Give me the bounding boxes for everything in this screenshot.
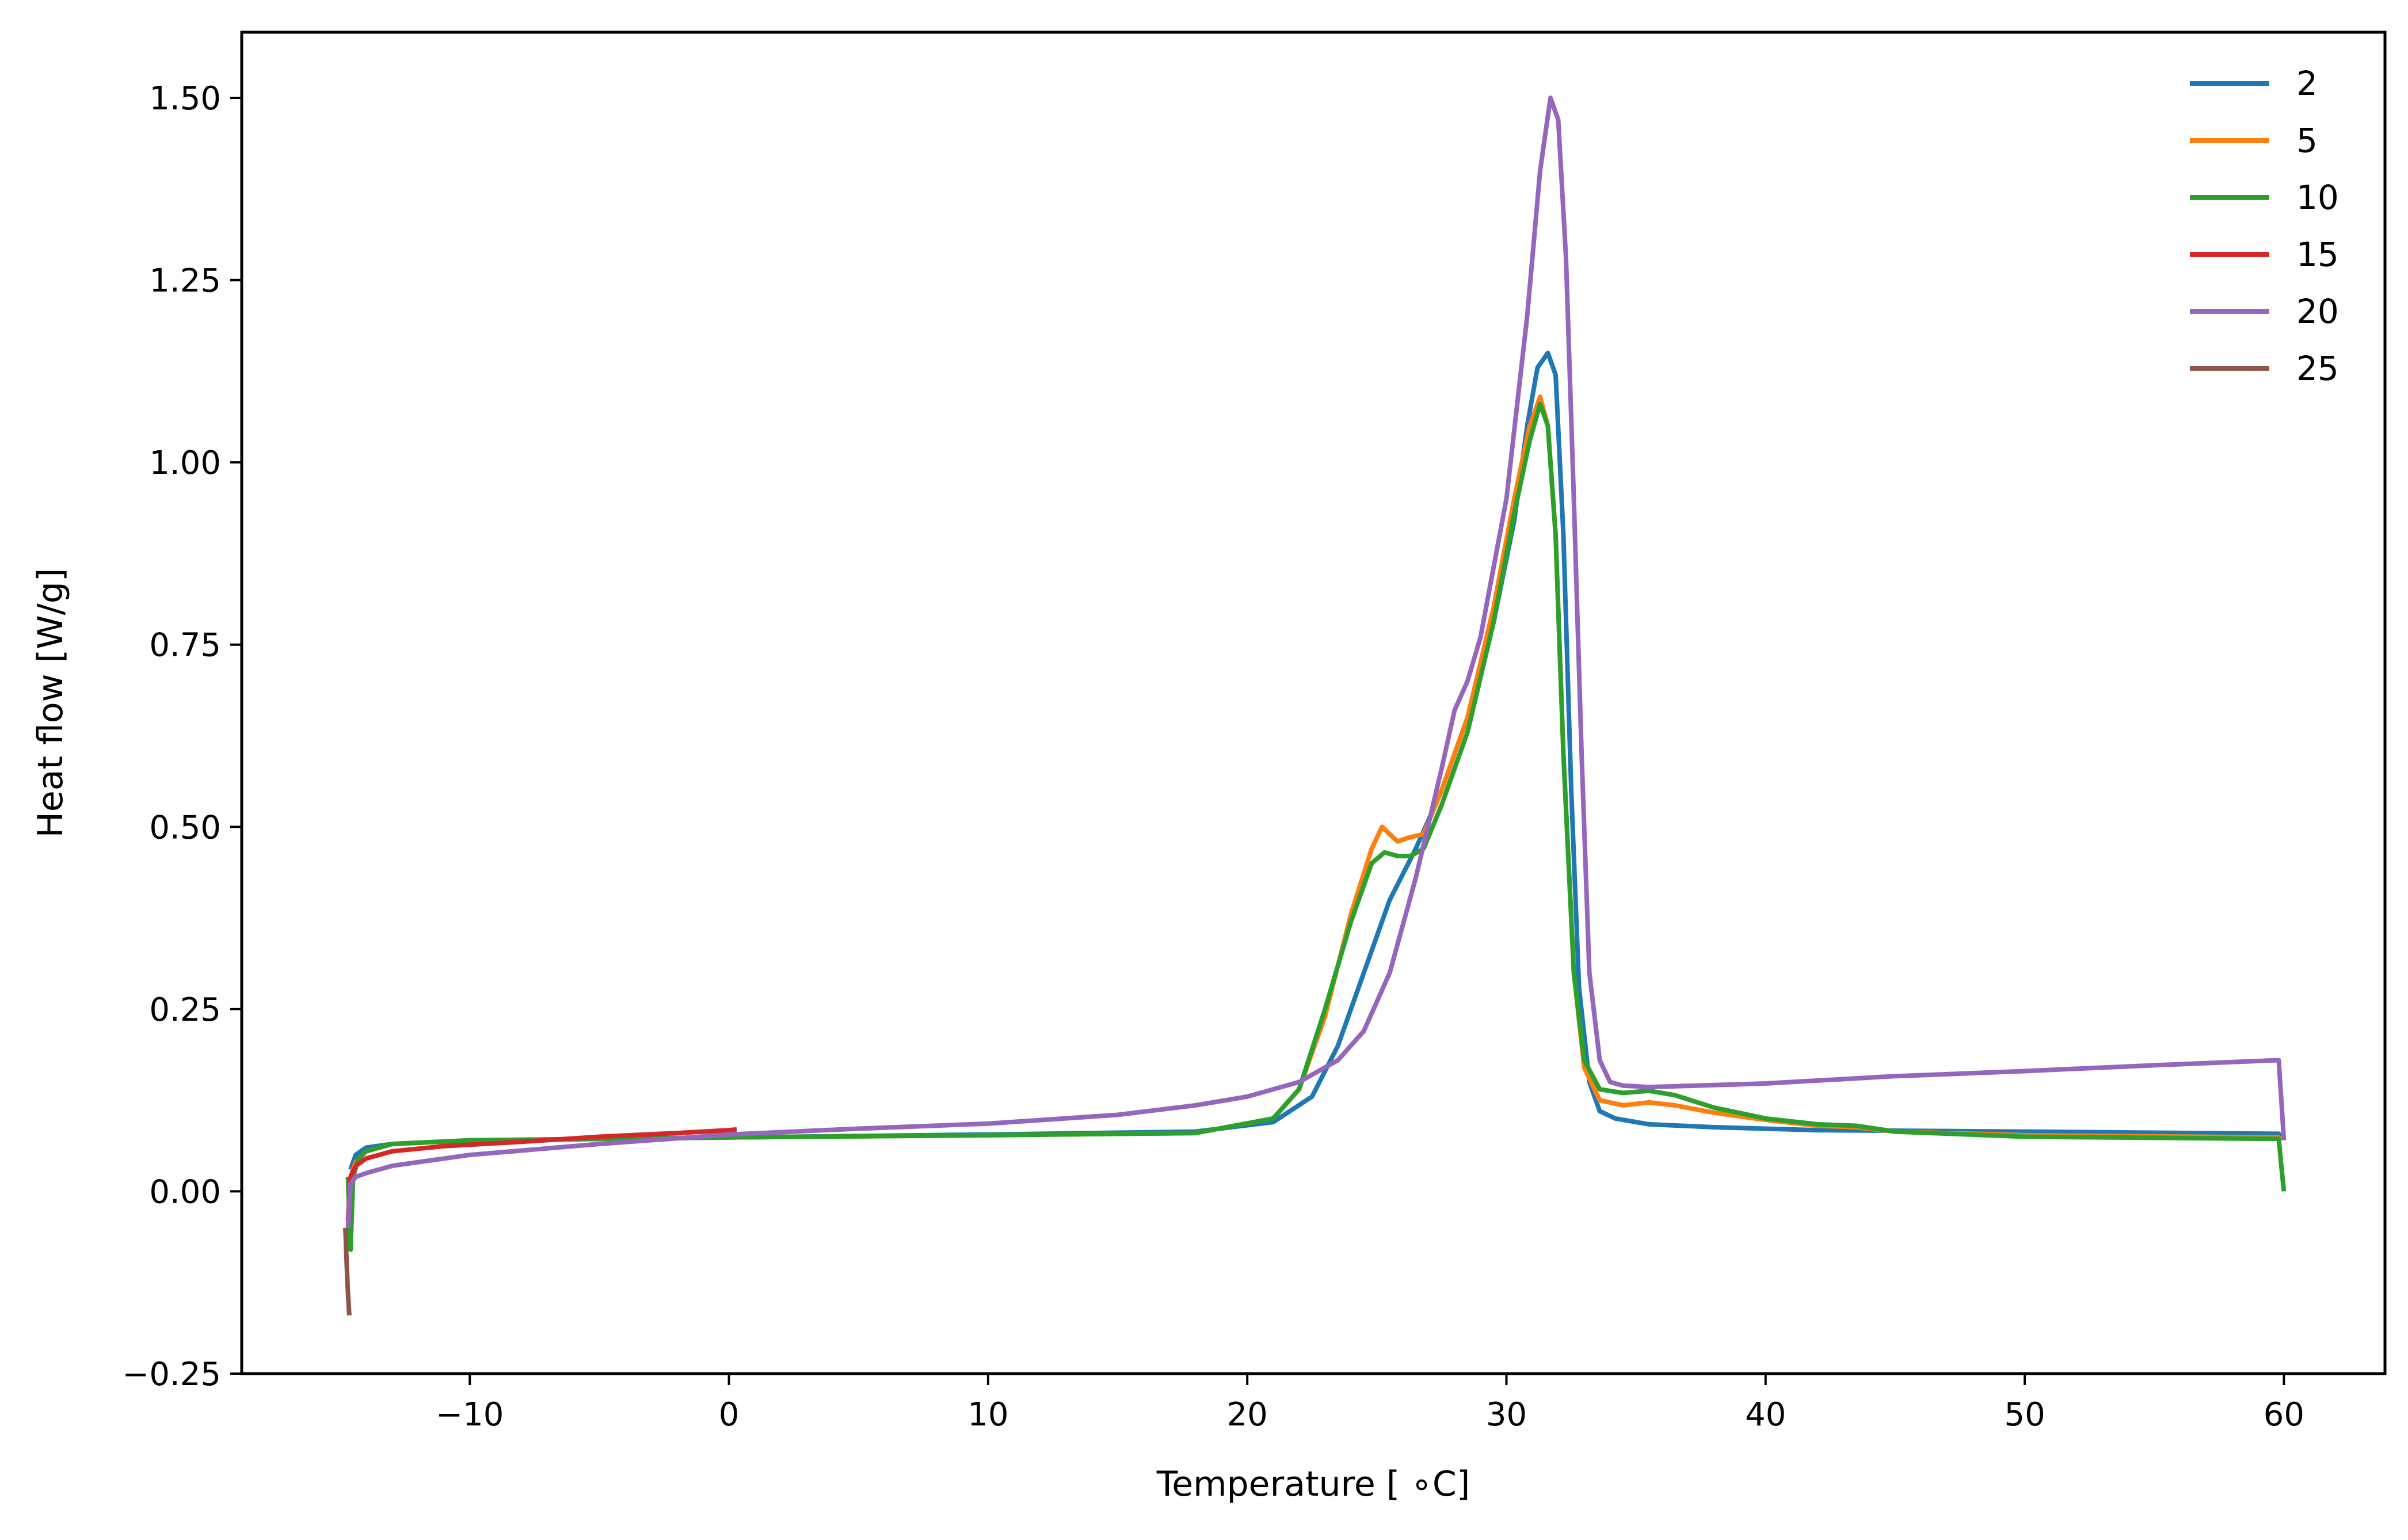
series-line-5 [348,394,2283,1178]
x-tick-label: 10 [967,1396,1008,1433]
x-tick-label: 30 [1486,1396,1527,1433]
y-tick-label: 0.25 [149,991,221,1029]
y-axis-label: Heat flow [W/g] [31,568,71,838]
legend-label-2: 2 [2296,64,2318,103]
y-tick-label: 1.00 [149,444,221,482]
x-tick-label: 50 [2004,1396,2045,1433]
y-tick-label: 0.50 [149,809,221,846]
legend-label-25: 25 [2296,349,2339,388]
series-line-25 [343,1227,352,1315]
y-tick-label: 0.00 [149,1173,221,1211]
y-tick-label: −0.25 [122,1356,221,1393]
x-tick-label: 60 [2264,1396,2304,1433]
y-tick-label: 0.75 [149,627,221,664]
legend-label-10: 10 [2296,178,2339,217]
y-tick-label: 1.50 [149,80,221,117]
plot-frame [240,31,2387,1375]
y-axis: −0.25 0.00 0.25 0.50 0.75 1.00 1.25 1.50 [122,80,242,1393]
series-layer [343,96,2287,1315]
x-tick-label: 20 [1227,1396,1268,1433]
legend-label-20: 20 [2296,292,2339,331]
y-tick-label: 1.25 [149,263,221,300]
x-axis-label: Temperature [ ∘C] [1156,1464,1470,1504]
legend-label-15: 15 [2296,235,2339,274]
x-tick-label: 0 [719,1396,740,1433]
legend-label-5: 5 [2296,121,2318,160]
series-line-10 [345,401,2287,1252]
x-axis: −10 0 10 20 30 40 50 60 [436,1374,2304,1433]
x-tick-label: −10 [436,1396,504,1433]
x-tick-label: 40 [1745,1396,1786,1433]
series-line-20 [345,96,2287,1228]
series-line-15 [345,1127,737,1221]
